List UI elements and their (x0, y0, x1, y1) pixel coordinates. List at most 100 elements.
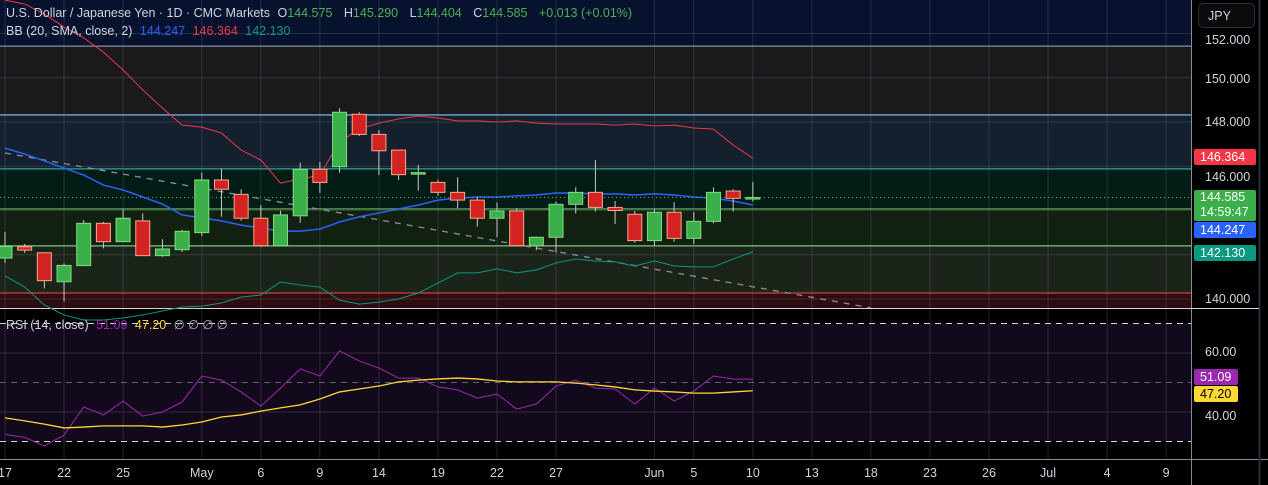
price-tick-146: 146.000 (1205, 170, 1251, 184)
candle-body (0, 246, 13, 259)
candle-body (154, 248, 170, 257)
rsi-tick-60: 60.00 (1205, 345, 1237, 359)
time-tick-label: 6 (257, 466, 265, 480)
candle-body (509, 210, 525, 247)
ohlc-high: H145.290 (343, 6, 399, 20)
price-tick-148: 148.000 (1205, 115, 1251, 129)
candle (450, 177, 466, 209)
candle (528, 236, 544, 251)
candle (627, 210, 643, 243)
rsi-title: RSI (14, close) (6, 318, 89, 332)
time-tick-label: 18 (863, 466, 878, 480)
time-tick-label: 9 (1162, 466, 1170, 480)
time-tick-label: 27 (549, 466, 563, 480)
time-tick-label: 23 (923, 466, 937, 480)
candle (568, 187, 584, 214)
time-tick-label: 9 (316, 466, 324, 480)
candle (548, 201, 564, 253)
candle (154, 239, 170, 257)
rsi-price-label: 51.09 (1194, 369, 1238, 385)
candle (174, 229, 190, 252)
symbol-title[interactable]: U.S. Dollar / Japanese Yen · 1D · CMC Ma… (6, 6, 270, 20)
candle (273, 210, 289, 247)
candle (115, 209, 131, 243)
rsi-ma-value: 47.20 (134, 318, 167, 332)
candle (509, 208, 525, 247)
candle-body (332, 111, 348, 168)
ohlc-change: +0.013 (+0.01%) (538, 6, 633, 20)
candle-body (95, 222, 111, 243)
candle (705, 187, 721, 224)
ohlc-low: L144.404 (409, 6, 462, 20)
candle (17, 243, 33, 253)
time-tick-label: 26 (982, 466, 996, 480)
candle-body (292, 168, 308, 217)
candle-body (587, 191, 603, 208)
candle-body (253, 217, 269, 247)
candle-body (76, 222, 92, 267)
time-tick-label: 4 (1103, 466, 1111, 480)
currency-button[interactable]: JPY (1198, 3, 1255, 28)
candle-body (430, 181, 446, 193)
rsi-ma-price-label: 47.20 (1194, 386, 1238, 402)
rsi-line (4, 350, 753, 447)
candle (587, 160, 603, 212)
bb-upper-line (4, 0, 754, 184)
candle-body (17, 246, 33, 251)
candle (469, 197, 485, 227)
candle (95, 221, 111, 249)
time-tick-label: Jul (1040, 466, 1057, 480)
rsi-empty-values: ∅ ∅ ∅ ∅ (173, 318, 228, 332)
trend-line (4, 152, 872, 309)
time-tick-label: May (189, 466, 214, 480)
bar-countdown: 14:59:47 (1200, 205, 1249, 219)
time-tick-label: 10 (745, 466, 760, 480)
candle-body (568, 191, 584, 205)
time-tick-label: 22 (57, 466, 71, 480)
candle-body (371, 133, 387, 152)
candle-body (745, 197, 761, 200)
time-axis-bg (0, 459, 1268, 485)
zone-fill (0, 245, 1191, 294)
time-tick-label: 5 (690, 466, 698, 480)
candle-body (273, 214, 289, 247)
candle (36, 252, 52, 289)
candle (686, 212, 702, 244)
rsi-value: 51.09 (96, 318, 128, 332)
candle (607, 200, 623, 224)
candle-body (489, 210, 505, 219)
candle (430, 179, 446, 196)
bb-upper-value: 146.364 (192, 24, 238, 38)
time-tick-label: 13 (804, 466, 819, 480)
time-tick-label: 14 (371, 466, 386, 480)
zone-fill (0, 293, 1191, 308)
candle-body (213, 179, 229, 190)
candle-body (528, 236, 544, 247)
rsi-ma-line (4, 377, 753, 429)
time-tick-label: Jun (644, 466, 665, 480)
ohlc-open: O144.575 (277, 6, 333, 20)
zone-top (0, 0, 1191, 47)
candle-body (469, 199, 485, 219)
candle (410, 164, 426, 191)
candle (76, 220, 92, 267)
candle (745, 181, 761, 202)
candle (0, 231, 13, 263)
bb-basis-price-label: 144.247 (1194, 222, 1256, 238)
bb-basis-line (4, 147, 753, 232)
candle-body (705, 191, 721, 222)
candle-body (450, 191, 466, 201)
price-tick-152: 152.000 (1205, 33, 1251, 47)
candle-body (725, 190, 741, 199)
candle (351, 112, 367, 136)
zone-fill (0, 46, 1191, 115)
candle-body (174, 230, 190, 251)
candle (292, 162, 308, 223)
rsi-legend[interactable]: RSI (14, close) 51.09 47.20 ∅ ∅ ∅ ∅ (6, 317, 232, 332)
time-tick-label: 22 (490, 466, 504, 480)
candle (666, 202, 682, 242)
symbol-legend: U.S. Dollar / Japanese Yen · 1D · CMC Ma… (6, 6, 636, 20)
candle-body (351, 113, 367, 135)
bb-legend[interactable]: BB (20, SMA, close, 2) 144.247 146.364 1… (6, 24, 294, 38)
